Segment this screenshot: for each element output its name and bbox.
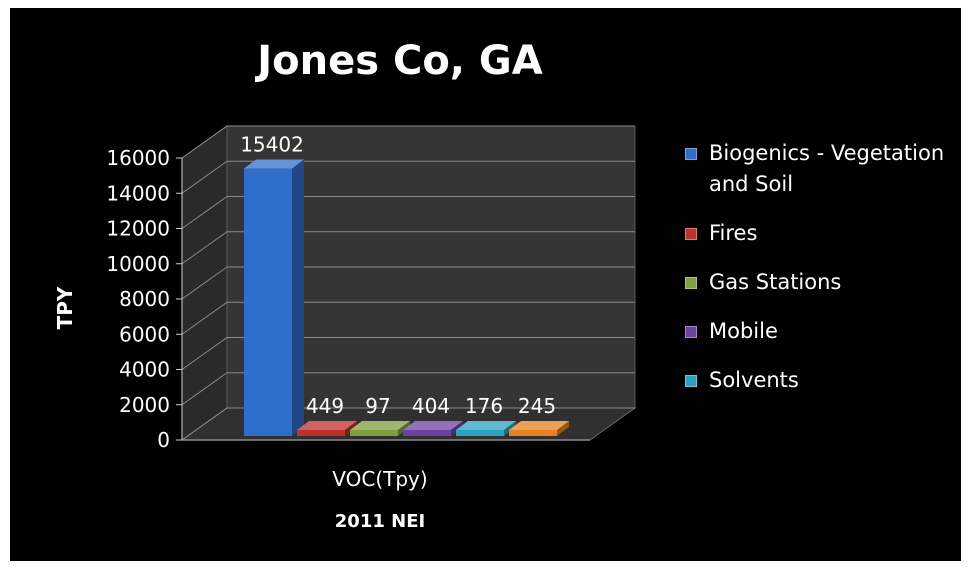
gridline [181, 337, 635, 370]
gridlines [181, 125, 635, 441]
data-label: 449 [306, 394, 344, 418]
bar-1 [297, 421, 357, 436]
bar-top [509, 421, 569, 430]
gridline [181, 231, 635, 265]
y-tick-label: 8000 [119, 287, 170, 311]
y-tick-label: 6000 [119, 322, 170, 346]
legend-item: Fires [685, 218, 965, 249]
legend-item: Gas Stations [685, 267, 965, 298]
legend-label: Gas Stations [709, 270, 842, 294]
legend-item: Solvents [685, 365, 965, 396]
chart-frame: Jones Co, GA 0 2000 4000 6000 8000 10000 12000… [10, 8, 961, 561]
bar-front [297, 430, 345, 436]
bar-4 [456, 421, 516, 436]
bar-top [403, 421, 463, 430]
chart-plot-area: 0 2000 4000 6000 8000 10000 12000 14000 16000 15… [53, 125, 637, 532]
gridline [181, 407, 635, 441]
gridline [181, 125, 635, 159]
legend-swatch [685, 277, 697, 289]
legend-label: Solvents [709, 368, 799, 392]
y-tick-label: 0 [157, 428, 170, 452]
bar-side [451, 421, 463, 436]
bar-3 [403, 421, 463, 436]
y-tick-labels: 0 2000 4000 6000 8000 10000 12000 14000 16000 [106, 146, 183, 452]
data-label: 176 [465, 394, 503, 418]
data-label: 15402 [240, 133, 304, 157]
bar-5 [509, 421, 569, 436]
y-tick-label: 16000 [106, 146, 170, 170]
bar-side [398, 421, 410, 436]
legend-swatch [685, 375, 697, 387]
data-label: 404 [412, 394, 450, 418]
bar-top [297, 421, 357, 430]
data-labels: 15402 449 97 404 176 245 [240, 133, 556, 418]
bar-front [456, 430, 504, 436]
y-tick-label: 2000 [119, 393, 170, 417]
x-axis-title: 2011 NEI [335, 511, 425, 532]
legend-swatch [685, 326, 697, 338]
legend-swatch [685, 148, 697, 160]
gridline [181, 160, 635, 194]
bars [244, 159, 569, 437]
data-label: 97 [365, 394, 390, 418]
bar-front [350, 430, 398, 436]
y-tick-label: 4000 [119, 358, 170, 382]
bar-top [456, 421, 516, 430]
legend-label: Biogenics - Vegetation and Soil [709, 141, 945, 196]
bar-front [244, 168, 292, 437]
gridline [181, 196, 635, 229]
bar-side [504, 421, 516, 436]
legend-item: Mobile [685, 316, 965, 347]
bar-side [557, 421, 569, 436]
data-label: 245 [518, 394, 556, 418]
gridline [181, 266, 635, 300]
bar-front [509, 430, 557, 436]
bar-top [350, 421, 410, 430]
x-category-label: VOC(Tpy) [332, 467, 427, 491]
y-tick-label: 12000 [106, 217, 170, 241]
legend: Biogenics - Vegetation and Soil Fires Gas … [685, 138, 965, 396]
bar-side [345, 421, 357, 436]
bar-2 [350, 421, 410, 436]
bar-0 [244, 159, 304, 437]
chart-title: Jones Co, GA [257, 38, 543, 84]
y-tick-label: 14000 [106, 181, 170, 205]
y-axis-title: TPY [53, 286, 77, 329]
gridline [181, 301, 635, 335]
bar-side [292, 159, 304, 437]
gridline [181, 372, 635, 406]
bar-top [244, 159, 304, 169]
legend-label: Fires [709, 221, 758, 245]
bar-front [403, 430, 451, 436]
y-tick-label: 10000 [106, 252, 170, 276]
legend-swatch [685, 228, 697, 240]
legend-item: Biogenics - Vegetation and Soil [685, 138, 965, 200]
legend-label: Mobile [709, 319, 778, 343]
